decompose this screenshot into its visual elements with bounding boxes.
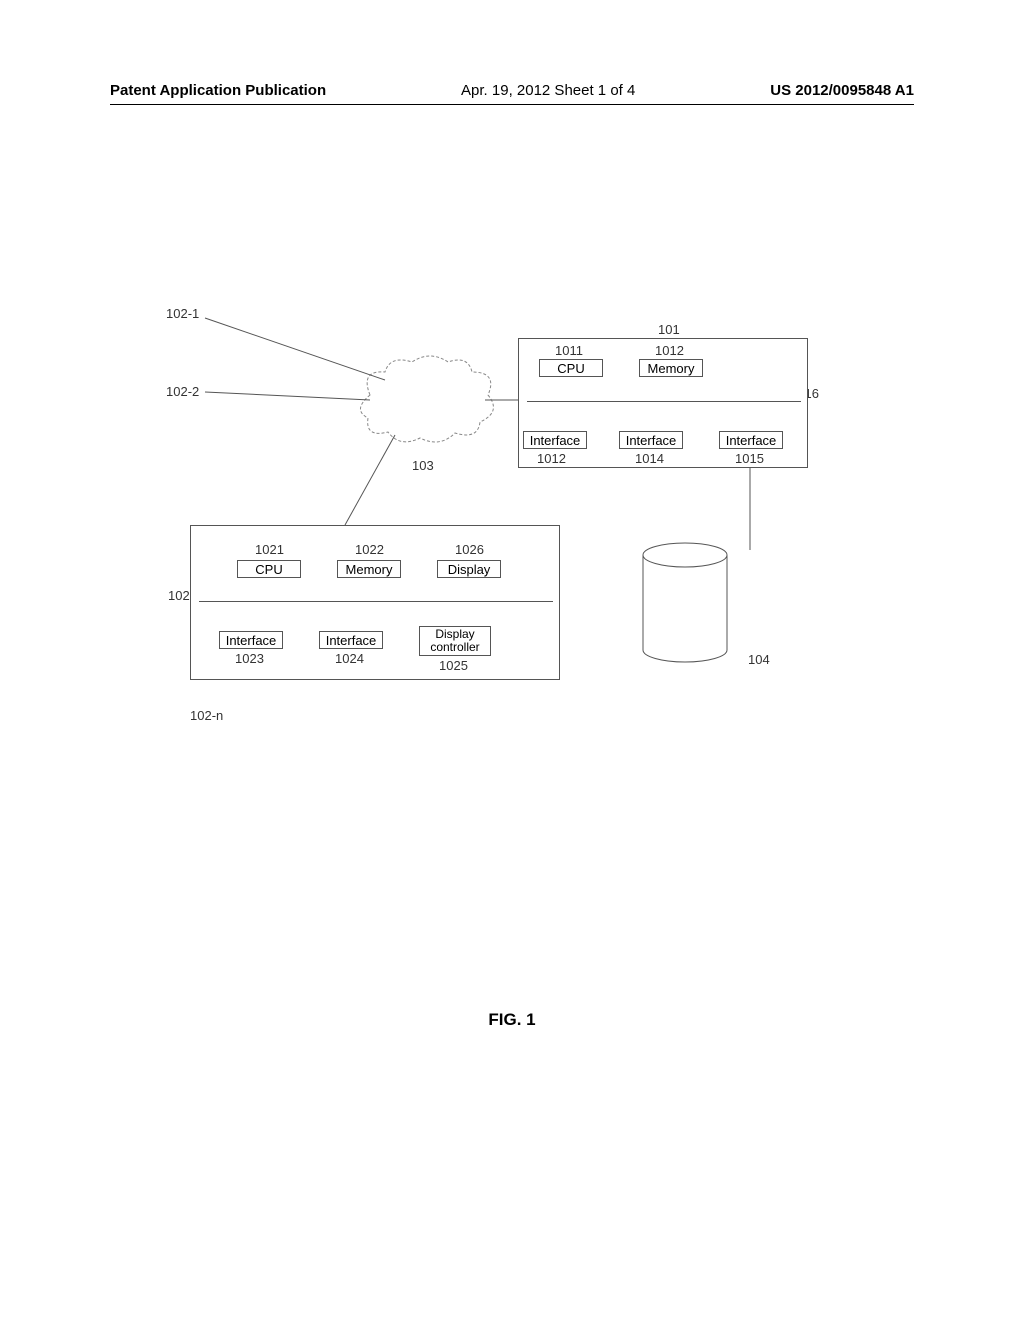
client-dispctrl: Display controller: [419, 626, 491, 656]
server-iface2: Interface: [619, 431, 683, 449]
client-dispctrl-ref: 1025: [439, 658, 468, 673]
client-display-ref: 1026: [455, 542, 484, 557]
server-iface2-ref: 1014: [635, 451, 664, 466]
client-memory-ref: 1022: [355, 542, 384, 557]
server-box: 1011 CPU 1012 Memory Interface 1012 Inte…: [518, 338, 808, 468]
client-cpu: CPU: [237, 560, 301, 578]
ref-102-2: 102-2: [166, 384, 199, 399]
ref-103: 103: [412, 458, 434, 473]
client-cpu-ref: 1021: [255, 542, 284, 557]
server-iface1: Interface: [523, 431, 587, 449]
server-cpu-ref: 1011: [555, 343, 583, 358]
header-left: Patent Application Publication: [110, 82, 326, 99]
header-center: Apr. 19, 2012 Sheet 1 of 4: [461, 82, 635, 99]
ref-101: 101: [658, 322, 680, 337]
client-iface1-ref: 1023: [235, 651, 264, 666]
ref-102-1: 102-1: [166, 306, 199, 321]
client-iface1: Interface: [219, 631, 283, 649]
server-memory: Memory: [639, 359, 703, 377]
figure-caption: FIG. 1: [0, 1010, 1024, 1030]
header-rule: [110, 104, 914, 105]
server-iface1-ref: 1012: [537, 451, 566, 466]
page-header: Patent Application Publication Apr. 19, …: [0, 82, 1024, 99]
server-cpu: CPU: [539, 359, 603, 377]
client-bus: [199, 601, 553, 602]
client-box: 1021 CPU 1022 Memory 1026 Display Interf…: [190, 525, 560, 680]
ref-102-n: 102-n: [190, 708, 223, 723]
server-bus: [527, 401, 801, 402]
client-iface2-ref: 1024: [335, 651, 364, 666]
server-iface3: Interface: [719, 431, 783, 449]
client-iface2: Interface: [319, 631, 383, 649]
figure-1: 102-1 102-2 101 103 102-n 104 1016 1027 …: [150, 300, 870, 740]
header-right: US 2012/0095848 A1: [770, 82, 914, 99]
client-memory: Memory: [337, 560, 401, 578]
client-display: Display: [437, 560, 501, 578]
server-memory-ref: 1012: [655, 343, 684, 358]
server-iface3-ref: 1015: [735, 451, 764, 466]
ref-104: 104: [748, 652, 770, 667]
